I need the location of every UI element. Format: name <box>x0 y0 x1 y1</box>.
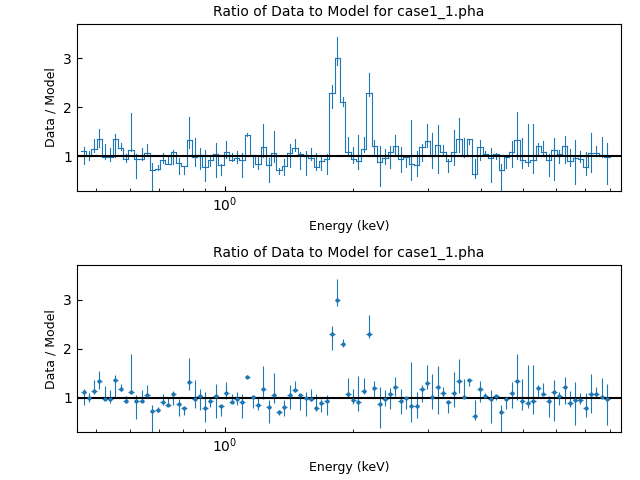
Title: Ratio of Data to Model for case1_1.pha: Ratio of Data to Model for case1_1.pha <box>213 5 484 19</box>
Y-axis label: Data / Model: Data / Model <box>45 309 58 389</box>
Y-axis label: Data / Model: Data / Model <box>45 67 58 147</box>
X-axis label: Energy (keV): Energy (keV) <box>308 461 389 474</box>
X-axis label: Energy (keV): Energy (keV) <box>308 219 389 232</box>
Title: Ratio of Data to Model for case1_1.pha: Ratio of Data to Model for case1_1.pha <box>213 246 484 260</box>
